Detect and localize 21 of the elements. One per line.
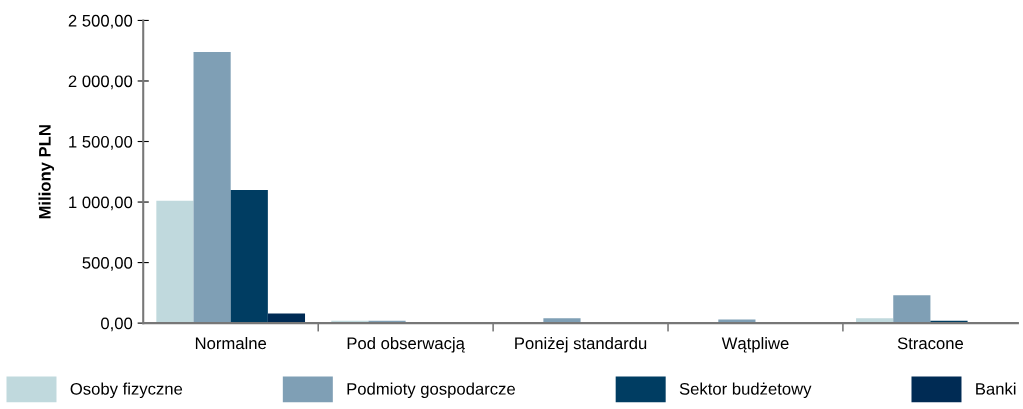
y-axis-title: Miliony PLN xyxy=(38,125,55,219)
y-tick-label: 500,00 xyxy=(82,256,133,271)
bar xyxy=(156,200,194,324)
y-tick-label: 2 000,00 xyxy=(68,75,133,90)
legend-label: Sektor budżetowy xyxy=(679,382,812,399)
x-tick-label: Pod obserwacją xyxy=(347,337,465,353)
x-tick-label: Wątpliwe xyxy=(721,337,789,353)
legend-label: Podmioty gospodarcze xyxy=(347,382,515,399)
y-tick-label: 2 500,00 xyxy=(68,14,133,29)
x-tick-label: Stracone xyxy=(897,337,964,350)
bar xyxy=(193,51,231,324)
bar xyxy=(893,295,931,324)
bar xyxy=(267,313,306,324)
y-tick-label: 1 000,00 xyxy=(69,196,133,211)
legend-label: Banki xyxy=(976,382,1016,395)
y-tick-label: 1 500,00 xyxy=(69,135,133,150)
y-tick-label: 0,00 xyxy=(101,317,133,332)
legend-label: Osoby fizyczne xyxy=(70,382,183,399)
bar xyxy=(230,189,268,324)
x-tick-label: Normalne xyxy=(195,337,267,350)
x-tick-label: Poniżej standardu xyxy=(515,337,647,353)
